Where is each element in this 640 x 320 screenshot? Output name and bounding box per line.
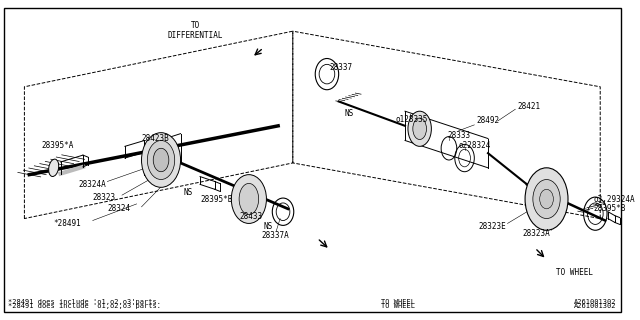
Ellipse shape <box>231 175 266 223</box>
Text: o128335: o128335 <box>396 115 428 124</box>
Text: TO WHEEL: TO WHEEL <box>381 303 415 309</box>
Text: *28491: *28491 <box>54 219 81 228</box>
Text: 28337: 28337 <box>330 63 353 72</box>
Text: 28323E: 28323E <box>478 222 506 231</box>
Text: 28433: 28433 <box>239 212 262 221</box>
Text: *28491 does include 'o1,o2,o3'parts.: *28491 does include 'o1,o2,o3'parts. <box>8 303 161 309</box>
Text: 28395*B: 28395*B <box>593 204 626 213</box>
Text: TO: TO <box>191 21 200 30</box>
Text: 28323A: 28323A <box>522 229 550 238</box>
Ellipse shape <box>540 189 554 209</box>
Text: NS: NS <box>264 222 273 231</box>
Text: 28324A: 28324A <box>78 180 106 189</box>
Ellipse shape <box>49 159 59 177</box>
Text: NS: NS <box>184 188 193 197</box>
Text: 28492: 28492 <box>476 116 499 125</box>
Text: *28491 does include 'o1,o2,o3'parts.: *28491 does include 'o1,o2,o3'parts. <box>8 300 161 306</box>
Text: 28337A: 28337A <box>262 231 289 240</box>
Text: o3,29324A: o3,29324A <box>593 195 635 204</box>
Text: A261001302: A261001302 <box>574 300 617 306</box>
Text: 28421: 28421 <box>517 102 540 111</box>
Text: TO WHEEL: TO WHEEL <box>381 300 415 306</box>
Ellipse shape <box>408 111 431 146</box>
Ellipse shape <box>153 148 169 172</box>
Ellipse shape <box>533 180 560 219</box>
Text: 28395*B: 28395*B <box>200 195 232 204</box>
Ellipse shape <box>525 168 568 230</box>
Text: 28423B: 28423B <box>141 134 169 143</box>
Ellipse shape <box>239 183 259 215</box>
Text: A261001302: A261001302 <box>574 303 617 309</box>
Text: 28333: 28333 <box>447 131 470 140</box>
Text: TO WHEEL: TO WHEEL <box>556 268 593 277</box>
Text: 28324: 28324 <box>108 204 131 213</box>
Ellipse shape <box>413 118 426 140</box>
Ellipse shape <box>141 133 180 187</box>
Text: NS: NS <box>344 109 354 118</box>
Text: 28323: 28323 <box>93 193 116 202</box>
Ellipse shape <box>147 140 175 180</box>
Text: DIFFERENTIAL: DIFFERENTIAL <box>168 31 223 40</box>
Text: o228324: o228324 <box>459 141 491 150</box>
Text: 28395*A: 28395*A <box>41 141 74 150</box>
